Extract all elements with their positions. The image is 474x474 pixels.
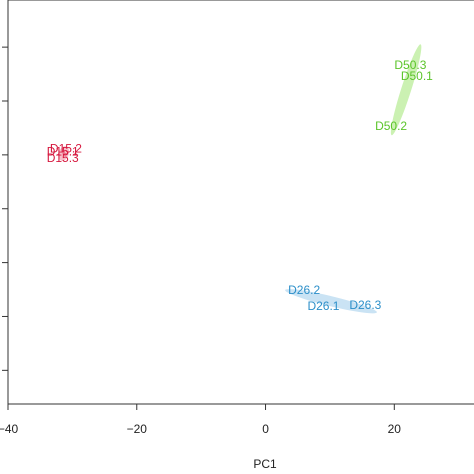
x-axis: −40 −20 0 20 (0, 404, 401, 436)
plot-frame (7, 0, 474, 405)
group-ellipse-0 (58, 146, 70, 161)
ellipse-layer (58, 44, 422, 314)
x-tick-label-0: −40 (0, 422, 19, 436)
point-label-1-0: D50.3 (394, 58, 426, 72)
point-label-0-2: D15.3 (47, 151, 79, 165)
point-label-2-2: D26.3 (349, 298, 381, 312)
x-tick-label-1: −20 (127, 422, 148, 436)
x-tick-label-2: 0 (262, 422, 269, 436)
point-label-1-2: D50.2 (375, 119, 407, 133)
point-label-2-1: D26.1 (307, 299, 339, 313)
x-axis-title: PC1 (253, 457, 277, 471)
point-label-1-1: D50.1 (401, 69, 433, 83)
point-label-0-0: D15.1 (47, 144, 79, 158)
group-ellipse-1 (390, 44, 422, 136)
point-label-2-0: D26.2 (288, 283, 320, 297)
point-label-0-1: D15.2 (50, 142, 82, 156)
y-axis-ticks (2, 46, 8, 371)
group-ellipse-2 (285, 289, 377, 314)
x-tick-label-3: 20 (388, 422, 402, 436)
